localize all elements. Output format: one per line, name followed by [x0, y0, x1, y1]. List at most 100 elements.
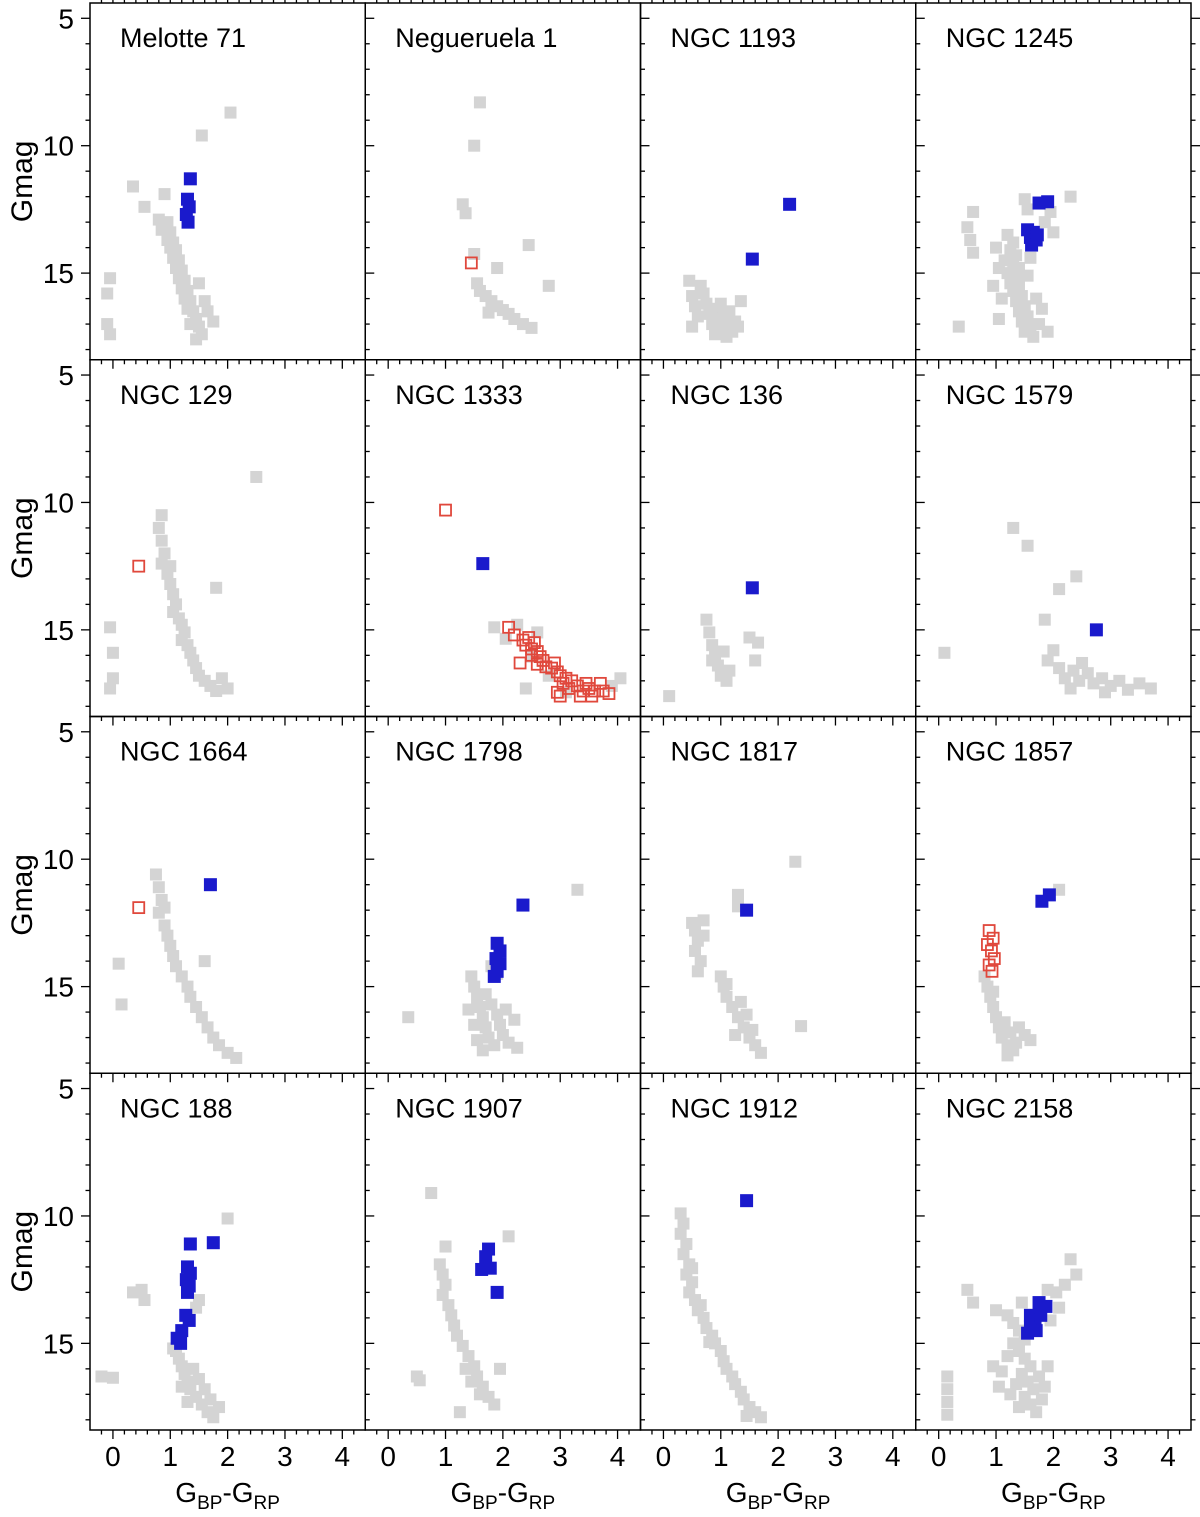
data-point-gray [221, 682, 234, 695]
data-point-gray [439, 1278, 452, 1291]
data-point-blue [1025, 238, 1039, 252]
x-tick-label: 0 [931, 1441, 947, 1472]
data-point-gray [1010, 1036, 1023, 1049]
x-tick-label: 2 [220, 1441, 236, 1472]
data-point-blue [476, 557, 490, 571]
data-point-gray [448, 1319, 461, 1332]
panel-melotte-71: Melotte 71 5 10 15 [43, 0, 375, 369]
data-point-gray [101, 318, 114, 331]
data-point-gray [161, 567, 174, 580]
data-point-blue [183, 172, 197, 186]
y-tick-label: 10 [43, 844, 74, 875]
data-point-blue [1021, 1326, 1035, 1340]
data-point-gray [488, 1398, 501, 1411]
data-point-gray [471, 1034, 484, 1047]
data-point-gray [1133, 677, 1146, 690]
data-point-red [579, 676, 593, 690]
data-point-gray [138, 200, 151, 213]
data-point-gray [482, 306, 495, 319]
y-tick-label: 5 [58, 1074, 74, 1105]
x-tick-label: 3 [277, 1441, 293, 1472]
y-tick-label: 15 [43, 615, 74, 646]
data-point-gray [1024, 1034, 1037, 1047]
data-point-blue [745, 581, 759, 595]
data-point-gray [740, 1409, 753, 1422]
data-point-gray [1041, 1360, 1054, 1373]
panel-title: NGC 1333 [395, 380, 523, 410]
data-point-gray [1007, 521, 1020, 534]
data-point-gray [1010, 249, 1023, 262]
x-tick-label: 4 [610, 1441, 626, 1472]
field-stars [663, 613, 765, 703]
data-point-red [439, 503, 452, 517]
data-point-gray [172, 254, 185, 267]
x-tick-label: 3 [552, 1441, 568, 1472]
y-tick-label: 15 [43, 972, 74, 1003]
data-point-gray [149, 868, 162, 881]
data-point-gray [686, 320, 699, 333]
data-point-red [528, 636, 541, 650]
data-point-gray [1047, 644, 1060, 657]
panel-ngc-2158: NGC 2158 0 1 2 3 4 [915, 1072, 1200, 1472]
data-point-red [132, 901, 146, 915]
panel-title: Negueruela 1 [395, 23, 557, 53]
data-point-gray [754, 1046, 767, 1059]
data-point-gray [198, 1383, 211, 1396]
data-point-gray [115, 998, 128, 1011]
data-point-gray [525, 321, 538, 334]
blue-filled-squares [740, 1194, 754, 1208]
data-point-blue [1034, 1308, 1048, 1322]
blue-filled-squares [475, 1242, 504, 1299]
data-point-gray [158, 901, 171, 914]
data-point-gray [703, 1336, 716, 1349]
data-point-gray [700, 613, 713, 626]
data-point-gray [468, 980, 481, 993]
data-point-gray [456, 1339, 469, 1352]
panel-ngc-1912: NGC 1912 0 1 2 3 4 [639, 1072, 925, 1472]
data-point-gray [688, 944, 701, 957]
field-stars [938, 521, 1157, 699]
data-point-gray [1064, 682, 1077, 695]
data-point-gray [491, 262, 504, 275]
data-point-gray [967, 246, 980, 259]
data-point-blue [183, 1237, 197, 1251]
x-tick-label: 1 [162, 1441, 178, 1472]
data-point-gray [190, 333, 203, 346]
data-point-gray [95, 1370, 108, 1383]
data-point-gray [697, 287, 710, 300]
data-point-gray [1033, 1370, 1046, 1383]
y-tick-label: 15 [43, 258, 74, 289]
data-point-gray [519, 682, 532, 695]
blue-filled-squares [179, 172, 197, 229]
x-axis-label: GBP-GRP [175, 1477, 280, 1512]
data-point-red [602, 687, 616, 700]
data-point-gray [207, 1411, 220, 1424]
data-point-gray [737, 1021, 750, 1034]
data-point-gray [720, 990, 733, 1003]
data-point-gray [990, 1304, 1003, 1317]
data-point-gray [462, 1350, 475, 1363]
data-point-gray [746, 1023, 759, 1036]
data-point-gray [1044, 1314, 1057, 1327]
data-point-blue [490, 1285, 504, 1299]
panel-negueruela-1: Negueruela 1 [364, 0, 650, 369]
panel-title: NGC 2158 [946, 1093, 1074, 1123]
data-point-gray [1053, 662, 1066, 675]
data-point-gray [1098, 686, 1111, 699]
y-tick-label: 10 [43, 1201, 74, 1232]
data-point-gray [941, 1408, 954, 1421]
field-stars [683, 274, 747, 343]
blue-filled-squares [740, 903, 754, 917]
data-point-gray [754, 1411, 767, 1424]
data-point-gray [479, 988, 492, 1001]
data-point-gray [938, 646, 951, 659]
data-point-blue [1030, 228, 1044, 242]
data-point-gray [740, 1008, 753, 1021]
data-point-gray [488, 1039, 501, 1052]
data-point-gray [731, 888, 744, 901]
data-point-gray [677, 1248, 690, 1261]
x-tick-label: 0 [105, 1441, 121, 1472]
data-point-gray [522, 239, 535, 252]
panel-title: NGC 1193 [671, 23, 797, 53]
data-point-gray [663, 690, 676, 703]
